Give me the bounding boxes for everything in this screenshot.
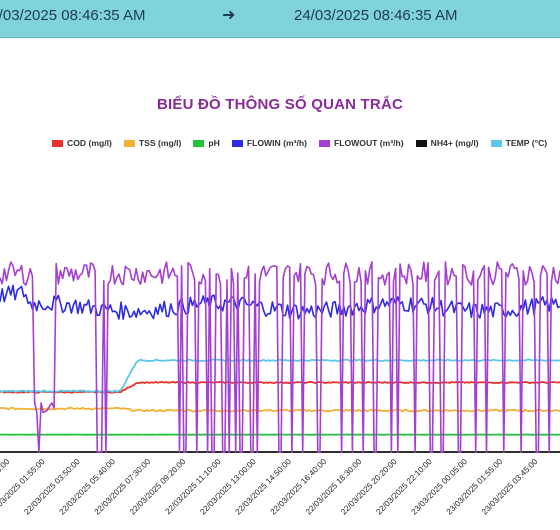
legend-item[interactable]: TEMP (°C) [490,138,548,148]
legend-swatch [193,139,205,147]
series-line-3 [0,284,560,320]
legend-swatch [318,139,330,147]
legend-swatch [123,139,135,147]
legend-swatch [52,139,63,147]
legend-label: TEMP (°C) [505,138,548,148]
legend-item[interactable]: COD (mg/l) [52,138,112,148]
chart-title: BIỂU ĐỒ THÔNG SỐ QUAN TRẮC [156,96,404,113]
legend-label: pH [208,138,220,148]
legend-item[interactable]: NH4+ (mg/l) [415,138,479,148]
series-line-4 [0,261,560,453]
series-line-1 [0,406,560,413]
range-start-date[interactable]: 24/03/2025 08:46:35 AM [0,7,146,24]
chart-legend: COD (mg/l) TSS (mg/l) pH FLOWIN (m³/h) FLOWO… [52,138,559,148]
arrow-right-icon: ➜ [222,7,236,24]
series-line-6 [0,358,560,393]
range-end-date[interactable]: 24/03/2025 08:46:35 AM [294,7,458,24]
date-range-bar: 24/03/2025 08:46:35 AM ➜ 24/03/2025 08:4… [0,0,560,38]
legend-label: FLOWIN (m³/h) [246,138,307,148]
legend-swatch [415,139,427,147]
legend-swatch [231,139,243,147]
legend-label: NH4+ (mg/l) [430,138,479,148]
legend-label: COD (mg/l) [67,138,112,148]
legend-item[interactable]: TSS (mg/l) [123,138,182,148]
legend-item[interactable]: FLOWIN (m³/h) [231,138,307,148]
legend-item[interactable]: pH [193,138,220,148]
legend-item[interactable]: FLOWOUT (m³/h) [318,138,404,148]
legend-swatch [490,139,502,147]
legend-label: TSS (mg/l) [138,138,182,148]
legend-label: FLOWOUT (m³/h) [333,138,404,148]
